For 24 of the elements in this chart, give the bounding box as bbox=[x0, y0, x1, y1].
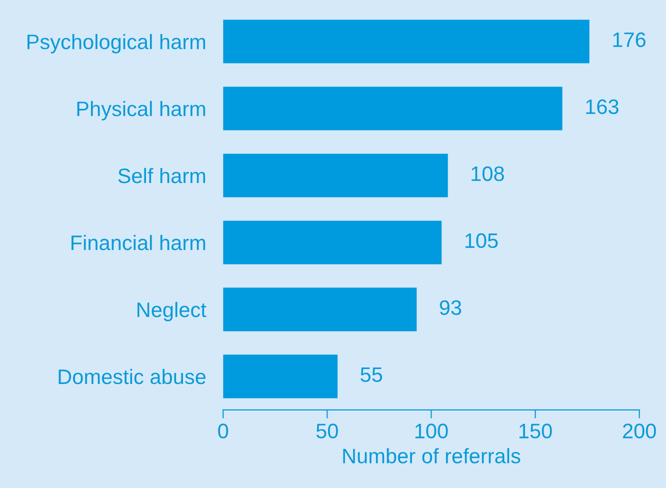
x-tick-label: 0 bbox=[218, 424, 228, 438]
x-tick-label: 100 bbox=[415, 424, 448, 438]
y-tick-label: Physical harm bbox=[77, 100, 206, 120]
bar bbox=[223, 154, 448, 198]
y-tick-label: Self harm bbox=[118, 168, 206, 184]
x-tick-label: 200 bbox=[623, 424, 656, 438]
bar bbox=[223, 86, 562, 130]
bar bbox=[223, 20, 590, 64]
data-label: 105 bbox=[465, 233, 498, 248]
y-tick-label: Financial harm bbox=[72, 234, 206, 250]
bar bbox=[223, 288, 417, 332]
data-label: 93 bbox=[440, 300, 462, 316]
x-tick-label: 50 bbox=[316, 424, 338, 438]
bar bbox=[223, 354, 338, 398]
y-tick-label: Neglect bbox=[138, 302, 206, 322]
data-label: 176 bbox=[613, 32, 646, 48]
bar bbox=[223, 220, 442, 264]
data-label: 55 bbox=[360, 367, 382, 382]
data-label: 108 bbox=[472, 166, 504, 182]
y-tick-label: Domestic abuse bbox=[58, 368, 206, 384]
x-axis-title: Number of referrals bbox=[343, 448, 520, 464]
data-label: 163 bbox=[586, 99, 618, 114]
x-tick-label: 150 bbox=[520, 424, 552, 438]
y-tick-label: Psychological harm bbox=[28, 34, 206, 54]
